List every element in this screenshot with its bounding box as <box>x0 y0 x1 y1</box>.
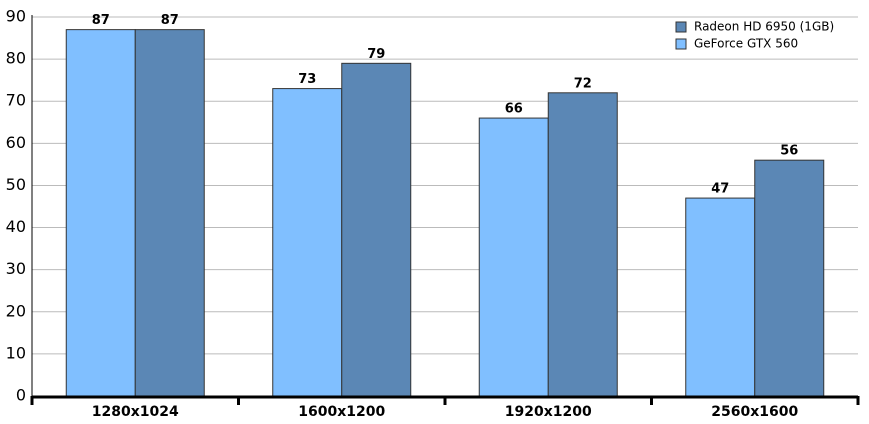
value-label: 87 <box>92 13 110 28</box>
bar <box>341 62 412 397</box>
y-tick-label: 70 <box>6 91 26 110</box>
bar <box>547 92 618 397</box>
y-tick-label: 40 <box>6 217 26 236</box>
legend-swatch <box>675 38 687 50</box>
value-label: 56 <box>780 144 798 159</box>
bar <box>272 88 343 397</box>
y-tick-label: 10 <box>6 343 26 362</box>
value-label: 72 <box>574 76 592 91</box>
x-tick-label: 2560x1600 <box>711 404 798 420</box>
value-label: 87 <box>161 13 179 28</box>
bar <box>65 29 136 397</box>
y-tick-label: 90 <box>6 7 26 26</box>
value-label: 66 <box>505 102 523 117</box>
x-tick-label: 1280x1024 <box>92 404 179 420</box>
value-label: 47 <box>711 182 729 197</box>
bar <box>134 29 205 397</box>
x-tick-label: 1600x1200 <box>298 404 385 420</box>
bar <box>478 117 549 397</box>
legend-swatch <box>675 21 687 33</box>
legend-label: Radeon HD 6950 (1GB) <box>694 20 834 34</box>
legend-label: GeForce GTX 560 <box>694 37 798 51</box>
value-label: 73 <box>298 72 316 87</box>
bar <box>754 159 825 397</box>
y-tick-label: 30 <box>6 259 26 278</box>
value-label: 79 <box>367 47 385 62</box>
y-tick-label: 20 <box>6 301 26 320</box>
y-tick-label: 80 <box>6 49 26 68</box>
x-tick-label: 1920x1200 <box>505 404 592 420</box>
y-tick-label: 0 <box>16 386 26 405</box>
y-tick-label: 50 <box>6 175 26 194</box>
bar <box>685 197 756 397</box>
y-tick-label: 60 <box>6 133 26 152</box>
